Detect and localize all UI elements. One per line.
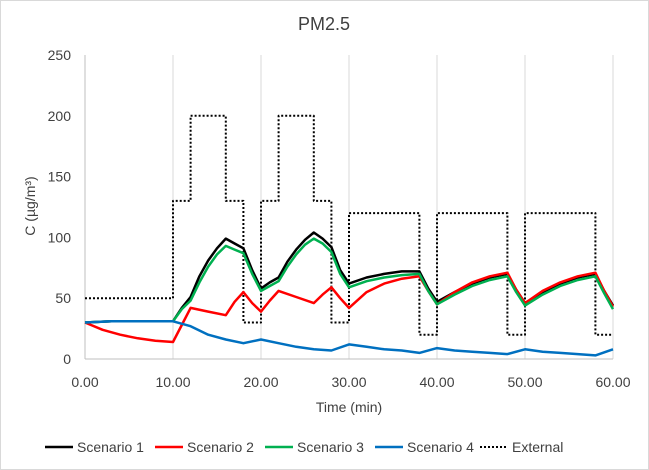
- x-tick-label: 10.00: [155, 374, 190, 390]
- x-tick-label: 30.00: [331, 374, 366, 390]
- y-tick-label: 100: [48, 229, 72, 245]
- chart-title: PM2.5: [298, 14, 350, 34]
- x-tick-label: 60.00: [595, 374, 630, 390]
- y-tick-label: 150: [48, 169, 72, 185]
- series-line-external: [85, 114, 613, 336]
- legend-label: Scenario 4: [407, 439, 474, 455]
- x-tick-label: 0.00: [71, 374, 98, 390]
- legend-label: External: [512, 439, 563, 455]
- y-axis-label: C (µg/m³): [22, 176, 38, 235]
- legend: Scenario 1 Scenario 2 Scenario 3 Scenario 4…: [45, 439, 563, 455]
- series-line-scenario-3: [84, 237, 615, 324]
- y-tick-label: 200: [48, 108, 72, 124]
- series-line-scenario-4: [84, 320, 614, 357]
- y-tick-label: 250: [48, 47, 72, 63]
- legend-label: Scenario 3: [297, 439, 364, 455]
- x-tick-label: 40.00: [419, 374, 454, 390]
- x-tick-label: 20.00: [243, 374, 278, 390]
- series-layer: [84, 114, 615, 357]
- y-tick-label: 50: [55, 290, 71, 306]
- legend-label: Scenario 1: [77, 439, 144, 455]
- y-tick-label: 0: [63, 351, 71, 367]
- x-axis-label: Time (min): [316, 399, 382, 415]
- axis-layer: [84, 55, 613, 360]
- legend-label: Scenario 2: [187, 439, 254, 455]
- tick-layer: 0 50 100 150 200 250 0.00 10.00 20.00 30.00 40.00 5…: [48, 47, 631, 390]
- x-tick-label: 50.00: [507, 374, 542, 390]
- series-line-scenario-2: [84, 271, 615, 344]
